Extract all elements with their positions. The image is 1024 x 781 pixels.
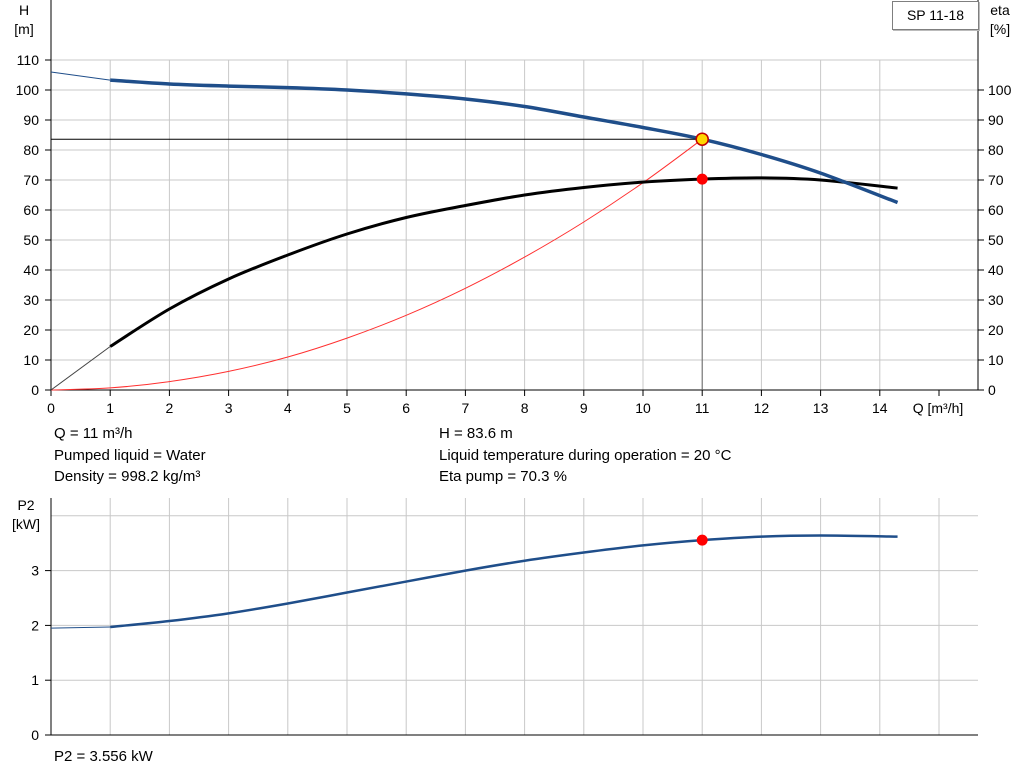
left-tick-label: 70 — [23, 172, 39, 188]
left-tick-label: 80 — [23, 142, 39, 158]
model-name-label: SP 11-18 — [892, 1, 979, 30]
left-tick-label: 40 — [23, 262, 39, 278]
bottom-tick-label: 1 — [31, 672, 39, 688]
left-tick-label: 60 — [23, 202, 39, 218]
head-info: H = 83.6 m — [439, 425, 513, 442]
bottom-chart-series — [50, 534, 898, 629]
left-tick-label: 100 — [16, 82, 40, 98]
bottom-axis-unit: [kW] — [12, 516, 40, 532]
right-tick-label: 10 — [988, 352, 1004, 368]
x-tick-label: 13 — [813, 400, 829, 416]
power-info: P2 = 3.556 kW — [54, 748, 153, 765]
right-tick-label: 50 — [988, 232, 1004, 248]
right-tick-label: 80 — [988, 142, 1004, 158]
x-tick-label: 5 — [343, 400, 351, 416]
x-axis-label: Q [m³/h] — [913, 400, 964, 416]
right-tick-label: 40 — [988, 262, 1004, 278]
x-tick-label: 2 — [166, 400, 174, 416]
head-curve — [110, 78, 899, 205]
x-tick-label: 3 — [225, 400, 233, 416]
right-tick-label: 100 — [988, 82, 1012, 98]
right-axis-label: eta — [990, 2, 1010, 18]
head-curve-extension — [50, 71, 111, 81]
right-tick-label: 70 — [988, 172, 1004, 188]
x-tick-label: 8 — [521, 400, 529, 416]
head-duty-point — [695, 132, 709, 146]
eta-pump-info: Eta pump = 70.3 % — [439, 468, 567, 485]
right-tick-label: 0 — [988, 382, 996, 398]
pumped-liquid-info: Pumped liquid = Water — [54, 447, 206, 464]
bottom-tick-label: 0 — [31, 727, 39, 743]
left-tick-label: 20 — [23, 322, 39, 338]
top-chart-series — [50, 71, 899, 391]
x-tick-label: 1 — [106, 400, 114, 416]
x-tick-label: 6 — [402, 400, 410, 416]
liquid-temperature-info: Liquid temperature during operation = 20… — [439, 447, 732, 464]
left-axis-label: H — [19, 2, 29, 18]
bottom-chart-axes: 0 1 2 3 P2 [kW] — [12, 497, 978, 743]
left-tick-label: 0 — [31, 382, 39, 398]
x-tick-label: 4 — [284, 400, 292, 416]
top-chart-axes: 0102030405060708090100110010203040506070… — [14, 0, 1012, 416]
power-curve — [110, 534, 898, 629]
bottom-axis-label: P2 — [17, 497, 34, 513]
left-axis-unit: [m] — [14, 21, 33, 37]
eta-duty-point — [696, 173, 708, 185]
left-tick-label: 90 — [23, 112, 39, 128]
power-duty-point — [696, 534, 708, 546]
left-tick-label: 110 — [17, 52, 40, 68]
flow-info: Q = 11 m³/h — [54, 425, 133, 442]
x-tick-label: 14 — [872, 400, 888, 416]
left-tick-label: 10 — [23, 352, 39, 368]
x-tick-label: 0 — [47, 400, 55, 416]
right-tick-label: 60 — [988, 202, 1004, 218]
bottom-tick-label: 3 — [31, 563, 39, 579]
system-curve — [50, 138, 703, 391]
right-axis-unit: [%] — [990, 21, 1010, 37]
density-info: Density = 998.2 kg/m³ — [54, 468, 201, 485]
power-curve-extension — [50, 626, 111, 629]
top-chart-grid — [50, 59, 978, 391]
x-tick-label: 12 — [754, 400, 770, 416]
eta-curve-extension — [50, 346, 111, 391]
x-tick-label: 11 — [695, 400, 710, 416]
x-tick-label: 7 — [462, 400, 470, 416]
x-tick-label: 10 — [635, 400, 651, 416]
right-tick-label: 90 — [988, 112, 1004, 128]
right-tick-label: 20 — [988, 322, 1004, 338]
eta-curve — [109, 176, 898, 348]
bottom-chart-grid — [50, 498, 978, 736]
right-tick-label: 30 — [988, 292, 1004, 308]
bottom-tick-label: 2 — [31, 617, 39, 633]
left-tick-label: 50 — [23, 232, 39, 248]
left-tick-label: 30 — [23, 292, 39, 308]
x-tick-label: 9 — [580, 400, 588, 416]
